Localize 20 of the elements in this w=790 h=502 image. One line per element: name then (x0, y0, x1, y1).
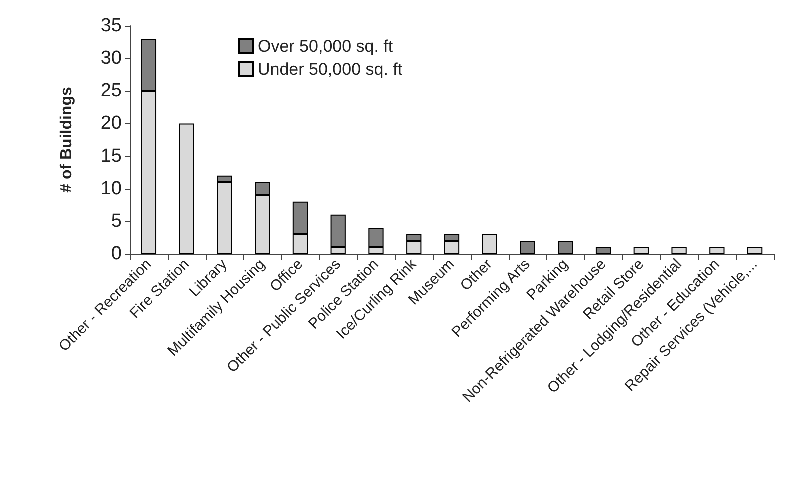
y-tick-label: 15 (100, 146, 122, 167)
legend-label: Under 50,000 sq. ft (258, 60, 403, 79)
y-tick-label: 5 (111, 210, 122, 232)
bar (558, 240, 574, 254)
bar (634, 247, 649, 254)
bar (520, 240, 536, 254)
legend-label: Over 50,000 sq. ft (258, 37, 394, 56)
y-tick-label: 10 (100, 178, 122, 200)
y-tick-label: 25 (100, 80, 122, 102)
bar (672, 247, 687, 254)
bar (482, 234, 498, 254)
bar (179, 124, 194, 254)
y-tick-label: 35 (100, 16, 122, 36)
y-axis-title: # of Buildings (58, 87, 76, 193)
y-tick-label: 20 (100, 113, 122, 134)
bar (747, 247, 763, 254)
bar (710, 247, 725, 254)
y-tick-label: 0 (111, 244, 122, 264)
bar (596, 247, 612, 254)
y-tick-label: 30 (100, 48, 122, 70)
